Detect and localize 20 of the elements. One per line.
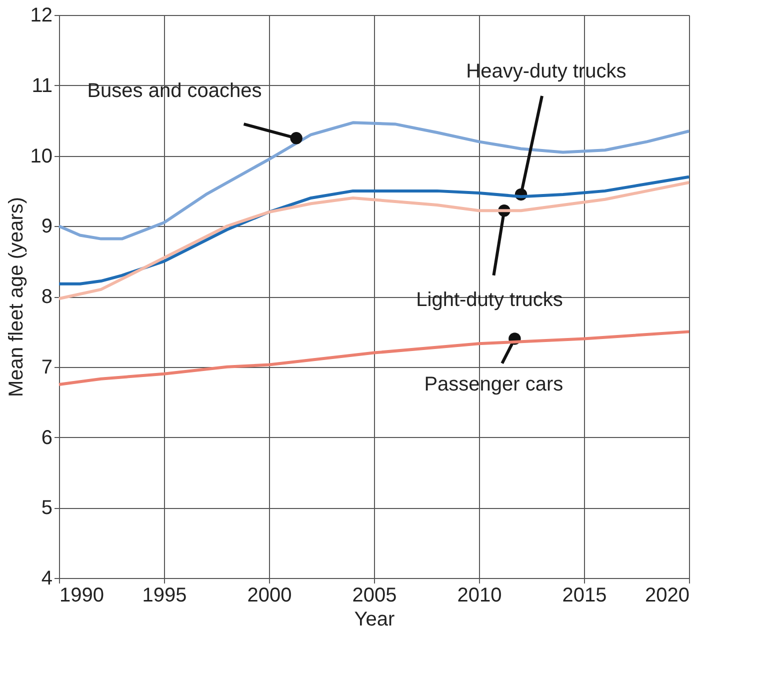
y-tick-label: 11	[32, 74, 52, 97]
y-tick-label: 8	[41, 286, 52, 308]
y-tick-label: 7	[41, 356, 52, 378]
x-tick-label: 1995	[142, 584, 187, 606]
x-tick-label: 2020	[645, 584, 690, 606]
y-tick-label: 10	[30, 145, 52, 168]
line-series	[58, 175, 690, 286]
x-tick-label: 2010	[457, 584, 502, 606]
x-tick-label: 2015	[562, 584, 607, 606]
y-tick-label: 6	[41, 426, 52, 449]
y-tick-label: 9	[41, 216, 52, 238]
x-tick-label: 2000	[247, 584, 292, 606]
y-axis-title: Mean fleet age (years)	[5, 196, 28, 398]
y-tick-label: 4	[41, 568, 52, 590]
y-tick-label: 12	[30, 4, 52, 26]
x-axis-title: Year	[354, 608, 396, 630]
line-series	[58, 121, 690, 240]
y-tick-label: 5	[41, 497, 52, 520]
x-tick-label: 1990	[60, 584, 104, 606]
x-tick-label: 2005	[352, 584, 397, 606]
